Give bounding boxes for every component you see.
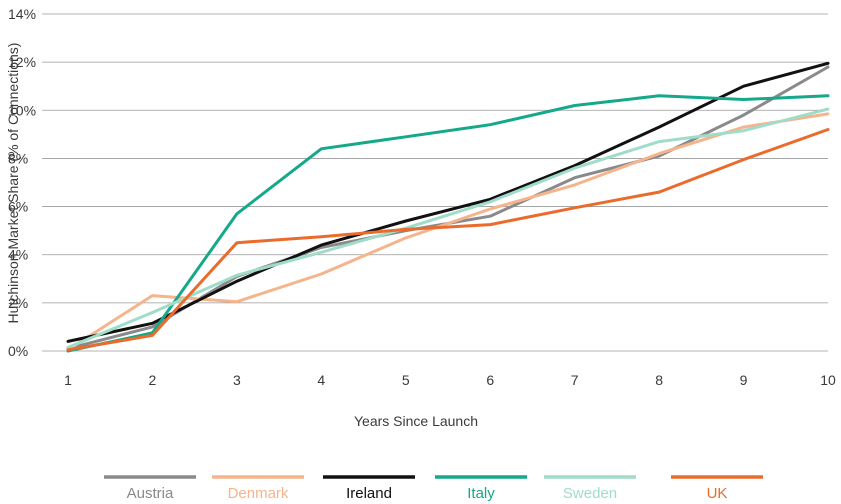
y-tick-label: 10% bbox=[8, 102, 36, 118]
y-tick-label: 0% bbox=[8, 343, 28, 359]
series-lines bbox=[66, 61, 830, 353]
x-tick-label: 9 bbox=[740, 372, 748, 388]
legend-label-austria: Austria bbox=[127, 485, 174, 502]
x-tick-label: 10 bbox=[820, 372, 836, 388]
x-tick-label: 1 bbox=[64, 372, 72, 388]
x-tick-label: 4 bbox=[317, 372, 325, 388]
y-tick-label: 4% bbox=[8, 247, 28, 263]
y-tick-label: 2% bbox=[8, 295, 28, 311]
grid-lines bbox=[42, 13, 828, 352]
x-axis-tick-labels: 1 2 3 4 5 6 7 8 9 10 bbox=[64, 372, 836, 388]
x-tick-label: 8 bbox=[655, 372, 663, 388]
x-tick-label: 2 bbox=[149, 372, 157, 388]
y-axis-tick-labels: 0% 2% 4% 6% 8% 10% 12% 14% bbox=[8, 6, 36, 359]
y-tick-label: 8% bbox=[8, 150, 28, 166]
x-tick-label: 7 bbox=[571, 372, 579, 388]
y-axis-title: Hutchinson Market Share (% of Connection… bbox=[5, 43, 21, 324]
y-tick-label: 6% bbox=[8, 199, 28, 215]
x-tick-label: 3 bbox=[233, 372, 241, 388]
legend-label-sweden: Sweden bbox=[563, 485, 617, 502]
series-line-uk bbox=[66, 128, 830, 352]
legend-label-italy: Italy bbox=[467, 485, 495, 502]
series-line-austria bbox=[66, 65, 830, 351]
legend-label-uk: UK bbox=[707, 485, 728, 502]
x-tick-label: 6 bbox=[486, 372, 494, 388]
x-axis-title: Years Since Launch bbox=[354, 413, 478, 429]
series-line-denmark bbox=[66, 112, 830, 352]
legend-label-ireland: Ireland bbox=[346, 485, 392, 502]
series-line-ireland bbox=[66, 61, 830, 343]
x-tick-label: 5 bbox=[402, 372, 410, 388]
y-tick-label: 14% bbox=[8, 6, 36, 22]
legend-label-denmark: Denmark bbox=[228, 485, 289, 502]
series-line-italy bbox=[66, 94, 830, 353]
y-tick-label: 12% bbox=[8, 54, 36, 70]
series-line-sweden bbox=[66, 107, 830, 349]
legend: Austria Denmark Ireland Italy Sweden UK bbox=[104, 475, 763, 502]
